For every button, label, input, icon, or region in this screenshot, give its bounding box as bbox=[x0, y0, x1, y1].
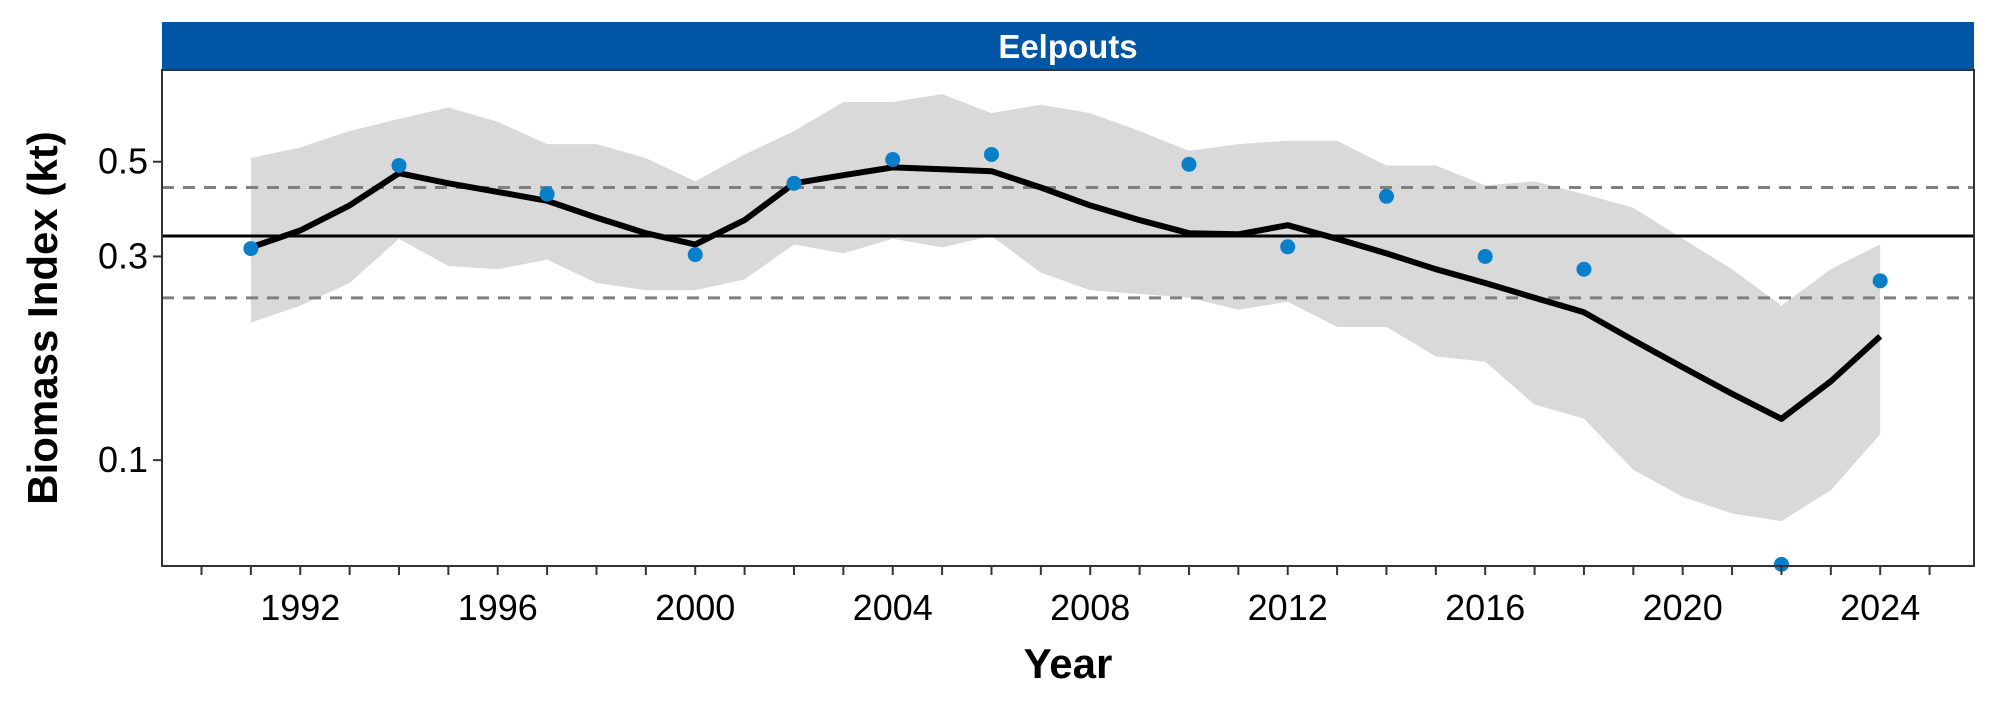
data-point bbox=[687, 247, 703, 263]
trend-line bbox=[249, 164, 1883, 422]
x-tick-label: 2024 bbox=[1840, 587, 1920, 628]
data-point bbox=[983, 146, 999, 162]
x-tick-label: 1996 bbox=[458, 587, 538, 628]
panel-strip bbox=[162, 22, 1974, 69]
data-point bbox=[1477, 248, 1493, 264]
data-point bbox=[391, 157, 407, 173]
x-tick-label: 1992 bbox=[260, 587, 340, 628]
x-tick-label: 2016 bbox=[1445, 587, 1525, 628]
panel-border bbox=[161, 69, 1975, 567]
data-point bbox=[1378, 188, 1394, 204]
data-point bbox=[1773, 556, 1789, 572]
panel-title: Eelpouts bbox=[998, 28, 1137, 65]
data-point bbox=[539, 186, 555, 202]
x-tick-label: 2012 bbox=[1248, 587, 1328, 628]
x-axis-title: Year bbox=[1024, 640, 1113, 687]
data-point bbox=[1576, 261, 1592, 277]
y-tick-label: 0.1 bbox=[98, 439, 148, 480]
plot-area bbox=[162, 94, 1974, 572]
data-point bbox=[885, 152, 901, 168]
y-tick-label: 0.3 bbox=[98, 235, 148, 276]
x-tick-label: 2008 bbox=[1050, 587, 1130, 628]
x-tick-label: 2004 bbox=[853, 587, 933, 628]
y-axis-title: Biomass Index (kt) bbox=[19, 131, 66, 504]
y-tick-label: 0.5 bbox=[98, 141, 148, 182]
data-point bbox=[786, 175, 802, 191]
data-point bbox=[1181, 156, 1197, 172]
data-point bbox=[1280, 239, 1296, 255]
confidence-band bbox=[250, 94, 1881, 522]
x-tick-label: 2000 bbox=[655, 587, 735, 628]
data-point bbox=[1872, 273, 1888, 289]
axes: 1992 1996 2000 2004 2008 2012 2016 2020 2024 0.1 0… bbox=[98, 141, 1931, 628]
data-point bbox=[243, 241, 259, 257]
x-tick-label: 2020 bbox=[1643, 587, 1723, 628]
